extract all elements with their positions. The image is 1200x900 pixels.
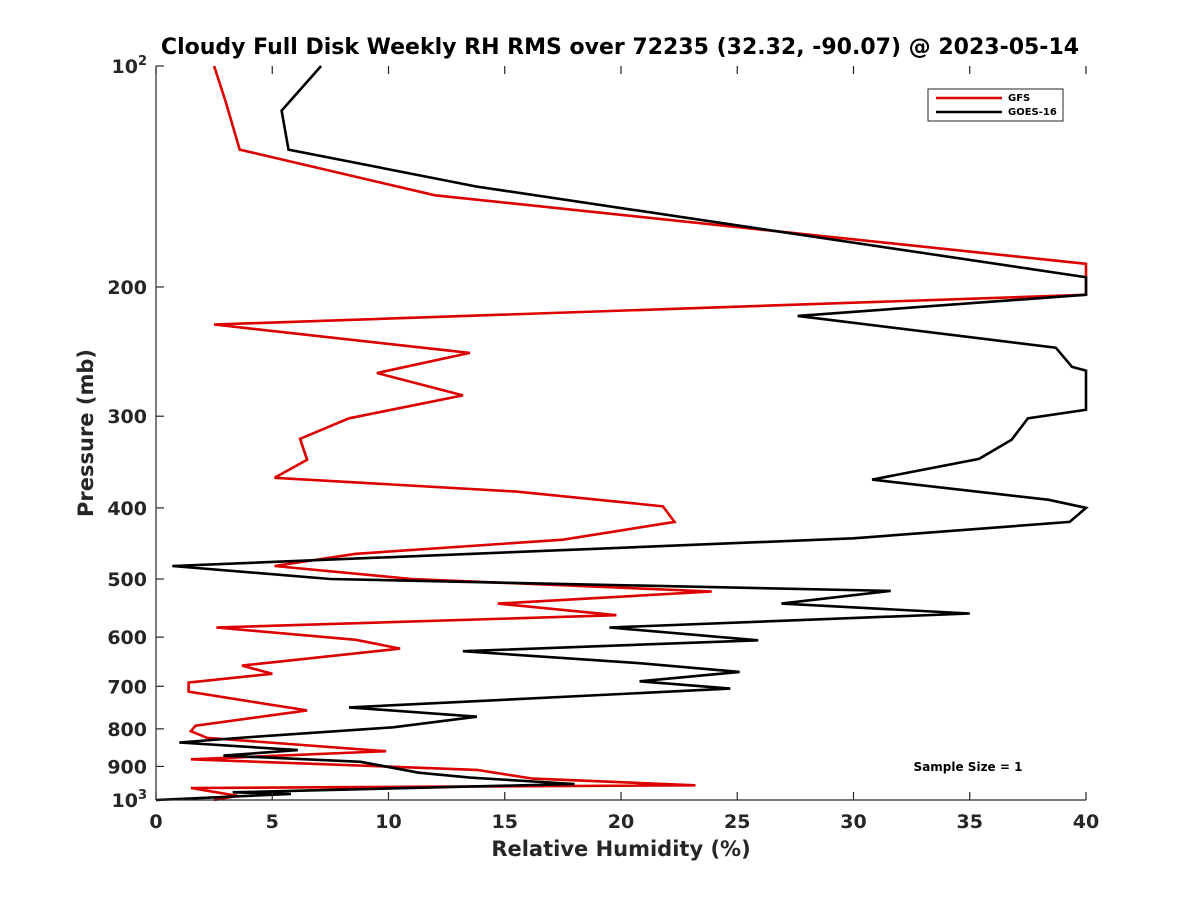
x-ticks: 0 5 10 15 20 25 30 35 40 [149,66,1099,833]
series-line-goes16 [155,65,1089,802]
legend-label-goes16: GOES-16 [1008,107,1057,118]
x-tick-label: 15 [492,811,518,833]
chart-title: Cloudy Full Disk Weekly RH RMS over 7223… [161,35,1079,60]
x-tick-label: 10 [375,811,401,833]
legend: GFS GOES-16 [927,88,1064,122]
x-tick-label: 30 [840,811,866,833]
sample-size-annotation: Sample Size = 1 [914,760,1023,774]
series-line-gfs [187,65,1088,802]
x-tick-label: 20 [608,811,634,833]
plot-frame [156,66,1086,800]
y-tick-label: 102 [112,54,148,78]
y-tick-label: 500 [107,569,147,591]
x-tick-label: 0 [149,811,162,833]
y-tick-label: 400 [107,498,147,520]
x-tick-label: 35 [957,811,983,833]
legend-box [927,88,1064,122]
x-tick-label: 25 [724,811,750,833]
y-tick-label: 900 [107,756,147,778]
x-tick-label: 40 [1073,811,1099,833]
y-tick-label: 300 [107,406,147,428]
y-tick-label: 800 [107,719,147,741]
y-tick-label: 103 [112,788,148,812]
y-tick-label: 700 [107,676,147,698]
y-tick-label: 600 [107,627,147,649]
x-axis-label: Relative Humidity (%) [491,837,750,861]
legend-label-gfs: GFS [1008,93,1030,104]
y-tick-label: 200 [107,277,147,299]
x-tick-label: 5 [266,811,279,833]
series-layer [155,65,1089,802]
y-ticks: 102 200 300 400 500 600 700 800 900 103 [107,54,164,812]
y-axis-label: Pressure (mb) [74,349,98,517]
